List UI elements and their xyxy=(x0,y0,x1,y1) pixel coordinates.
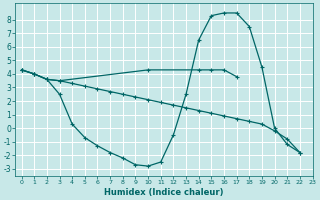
X-axis label: Humidex (Indice chaleur): Humidex (Indice chaleur) xyxy=(104,188,224,197)
